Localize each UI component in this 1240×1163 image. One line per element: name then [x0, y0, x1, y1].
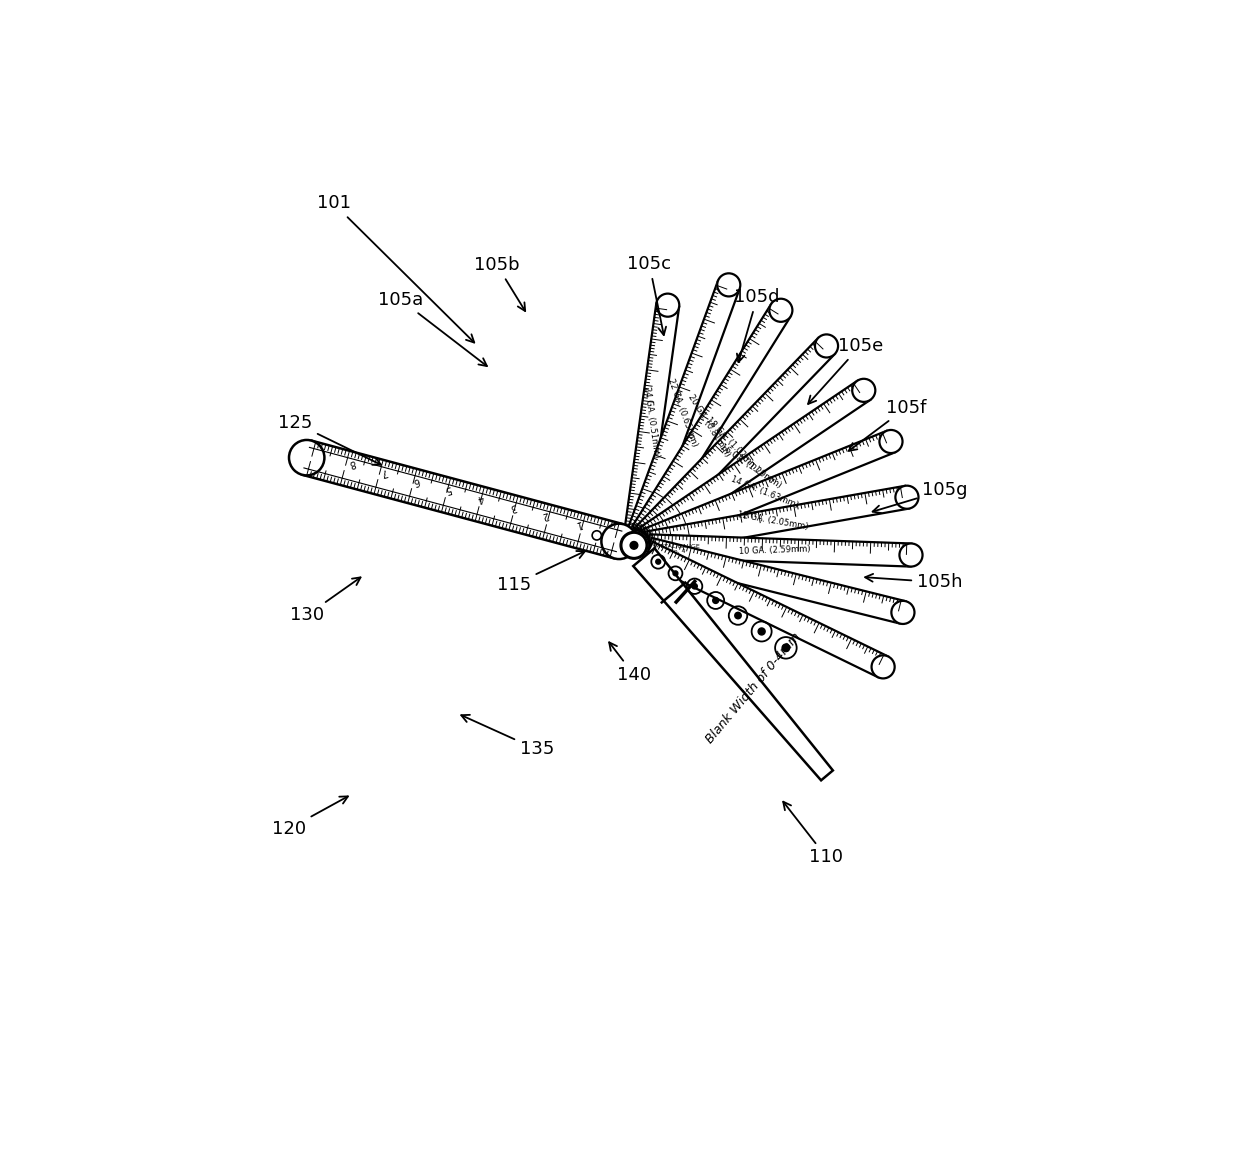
Text: 20 GA. (0.81mm): 20 GA. (0.81mm) — [686, 393, 732, 458]
Circle shape — [758, 628, 765, 635]
Text: 125: 125 — [278, 414, 381, 465]
Polygon shape — [642, 542, 888, 677]
Circle shape — [595, 534, 599, 537]
Text: 5: 5 — [444, 484, 453, 494]
Text: 3: 3 — [508, 501, 517, 512]
Text: 135: 135 — [461, 715, 554, 758]
Polygon shape — [646, 537, 905, 623]
Circle shape — [872, 655, 894, 678]
Circle shape — [899, 543, 923, 566]
Text: 8: 8 — [347, 457, 356, 469]
Circle shape — [717, 273, 740, 297]
Text: 24 GA. (0.51mm): 24 GA. (0.51mm) — [642, 386, 661, 458]
Circle shape — [769, 299, 792, 322]
Circle shape — [630, 542, 637, 549]
Polygon shape — [634, 548, 833, 780]
Circle shape — [673, 571, 678, 576]
Text: 7: 7 — [379, 466, 388, 477]
Text: 1: 1 — [573, 518, 582, 529]
Circle shape — [624, 535, 645, 556]
Polygon shape — [644, 430, 895, 550]
Text: 105e: 105e — [808, 337, 883, 404]
Polygon shape — [649, 534, 911, 566]
Text: 105f: 105f — [848, 399, 926, 451]
Circle shape — [782, 644, 790, 651]
Text: 105g: 105g — [873, 481, 967, 513]
Polygon shape — [632, 305, 791, 538]
Text: 6: 6 — [412, 475, 420, 486]
Polygon shape — [640, 380, 870, 547]
Circle shape — [713, 598, 719, 604]
Text: 10 GA. (2.59mm): 10 GA. (2.59mm) — [739, 544, 811, 556]
Circle shape — [692, 584, 697, 588]
Circle shape — [289, 440, 325, 476]
Circle shape — [852, 379, 875, 402]
Text: Blank Width of 0-4mm: Blank Width of 0-4mm — [704, 630, 804, 745]
Text: 105h: 105h — [866, 573, 962, 591]
Text: 14 GA. (1.63mm): 14 GA. (1.63mm) — [730, 475, 800, 511]
Text: 120: 120 — [272, 797, 348, 837]
Text: 130: 130 — [290, 577, 361, 625]
Circle shape — [656, 559, 661, 564]
Polygon shape — [636, 338, 835, 542]
Circle shape — [879, 430, 903, 454]
Circle shape — [815, 335, 838, 357]
Text: 105c: 105c — [627, 256, 671, 335]
Text: METAL GAUGE
No. 4: METAL GAUGE No. 4 — [655, 543, 699, 555]
Text: 110: 110 — [784, 801, 843, 866]
Polygon shape — [647, 486, 909, 554]
Text: 101: 101 — [316, 194, 474, 343]
Text: 2: 2 — [541, 509, 549, 521]
Text: 16 GA. (1.29mm): 16 GA. (1.29mm) — [719, 443, 784, 491]
Text: 12 GA. (2.05mm): 12 GA. (2.05mm) — [737, 511, 808, 531]
Polygon shape — [625, 304, 680, 531]
Text: 105b: 105b — [474, 256, 526, 311]
Circle shape — [735, 612, 742, 619]
Text: 140: 140 — [609, 642, 651, 684]
Polygon shape — [629, 281, 739, 535]
Text: 4: 4 — [476, 492, 485, 504]
Circle shape — [620, 531, 647, 559]
Circle shape — [656, 293, 680, 316]
Text: 105d: 105d — [734, 288, 780, 362]
Circle shape — [601, 523, 637, 559]
Text: 105a: 105a — [378, 291, 487, 366]
Circle shape — [895, 486, 919, 508]
Text: 115: 115 — [497, 551, 585, 593]
Text: 18 GA. (1.02mm): 18 GA. (1.02mm) — [704, 415, 760, 473]
Text: 22 GA. (0.65mm): 22 GA. (0.65mm) — [666, 378, 698, 448]
Circle shape — [892, 601, 914, 625]
Polygon shape — [303, 441, 624, 558]
